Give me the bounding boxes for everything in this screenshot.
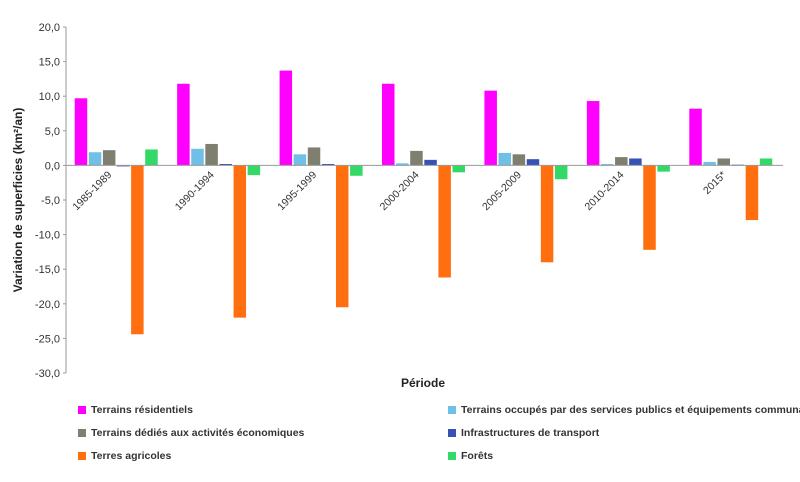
bar bbox=[410, 150, 423, 166]
legend-label: Terrains dédiés aux activités économique… bbox=[91, 427, 305, 439]
x-category-label: 2005-2009 bbox=[480, 169, 524, 213]
bar bbox=[74, 98, 88, 166]
bar bbox=[424, 159, 437, 166]
y-tick-label: -10,0 bbox=[35, 230, 60, 242]
bar bbox=[554, 165, 568, 180]
bar bbox=[689, 108, 702, 166]
legend-swatch bbox=[78, 406, 86, 414]
legend-label: Infrastructures de transport bbox=[461, 427, 600, 439]
bar bbox=[452, 165, 465, 173]
y-tick-label: -25,0 bbox=[35, 333, 60, 345]
legend-item: Infrastructures de transport bbox=[448, 426, 599, 440]
bar bbox=[219, 164, 232, 166]
y-tick-label: 0,0 bbox=[45, 160, 60, 172]
y-axis-title: Variation de superficies (km²/an) bbox=[11, 108, 25, 293]
legend-label: Forêts bbox=[461, 450, 494, 462]
bar bbox=[540, 165, 554, 263]
legend-item: Terrains dédiés aux activités économique… bbox=[78, 426, 304, 440]
bar bbox=[717, 158, 730, 166]
bar bbox=[526, 159, 540, 166]
bar bbox=[629, 158, 642, 166]
bar bbox=[438, 165, 451, 278]
bar bbox=[759, 158, 773, 166]
legend-label: Terrains résidentiels bbox=[91, 404, 193, 416]
bar bbox=[131, 165, 144, 335]
y-tick-label: 20,0 bbox=[39, 22, 60, 34]
legend-item: Forêts bbox=[448, 449, 493, 463]
legend-item: Terres agricoles bbox=[78, 449, 171, 463]
y-tick-label: -15,0 bbox=[35, 264, 60, 276]
y-tick-label: -30,0 bbox=[35, 368, 60, 380]
legend-label: Terrains occupés par des services public… bbox=[461, 404, 800, 416]
bar bbox=[88, 152, 102, 166]
bar bbox=[279, 70, 293, 166]
legend-item: Terrains résidentiels bbox=[78, 403, 193, 417]
bars-group bbox=[74, 70, 773, 335]
y-tick-label: -20,0 bbox=[35, 299, 60, 311]
x-category-label: 2010-2014 bbox=[583, 169, 627, 213]
y-tick-label: -5,0 bbox=[41, 195, 60, 207]
bar bbox=[498, 152, 512, 166]
bar bbox=[643, 165, 656, 250]
y-tick-label: 10,0 bbox=[39, 91, 60, 103]
bar bbox=[177, 83, 190, 166]
bar bbox=[307, 147, 321, 166]
legend-swatch bbox=[448, 452, 456, 460]
y-tick-label: 15,0 bbox=[39, 57, 60, 69]
bar bbox=[102, 150, 116, 166]
bar bbox=[335, 165, 349, 308]
bar bbox=[191, 148, 204, 166]
y-tick-label: 5,0 bbox=[45, 126, 60, 138]
x-axis-title: Période bbox=[401, 376, 445, 390]
legend-label: Terres agricoles bbox=[91, 450, 172, 462]
x-category-label: 2015* bbox=[701, 169, 729, 197]
chart-plot: 20,0 15,0 10,0 5,0 0,0 -5,0 -10,0 -15,0 -20,0 -25… bbox=[11, 22, 783, 390]
x-category-label: 1995-1999 bbox=[275, 169, 319, 213]
legend-swatch bbox=[78, 429, 86, 437]
bar bbox=[321, 164, 335, 166]
bar bbox=[350, 165, 363, 176]
x-axis-category-labels: 1985-1989 1990-1994 1995-1999 2000-2004 2005… bbox=[70, 169, 729, 213]
bar bbox=[396, 163, 409, 166]
bar bbox=[703, 161, 716, 166]
bar bbox=[205, 143, 218, 166]
x-category-label: 1990-1994 bbox=[173, 169, 217, 213]
legend-swatch bbox=[448, 429, 456, 437]
bar bbox=[247, 165, 261, 176]
bar bbox=[615, 157, 628, 166]
bar bbox=[233, 165, 247, 318]
x-category-label: 1985-1989 bbox=[70, 169, 114, 213]
legend-swatch bbox=[78, 452, 86, 460]
bar bbox=[145, 149, 158, 166]
bar bbox=[512, 154, 526, 166]
bar bbox=[293, 154, 307, 166]
legend-swatch bbox=[448, 406, 456, 414]
bar bbox=[745, 165, 759, 221]
legend-item: Terrains occupés par des services public… bbox=[448, 403, 800, 417]
y-axis-ticks: 20,0 15,0 10,0 5,0 0,0 -5,0 -10,0 -15,0 -20,0 -25… bbox=[35, 22, 66, 380]
bar bbox=[600, 164, 614, 166]
bar bbox=[586, 101, 600, 166]
bar bbox=[382, 83, 395, 166]
bar bbox=[657, 165, 670, 172]
bar bbox=[484, 90, 497, 166]
x-category-label: 2000-2004 bbox=[378, 169, 422, 213]
